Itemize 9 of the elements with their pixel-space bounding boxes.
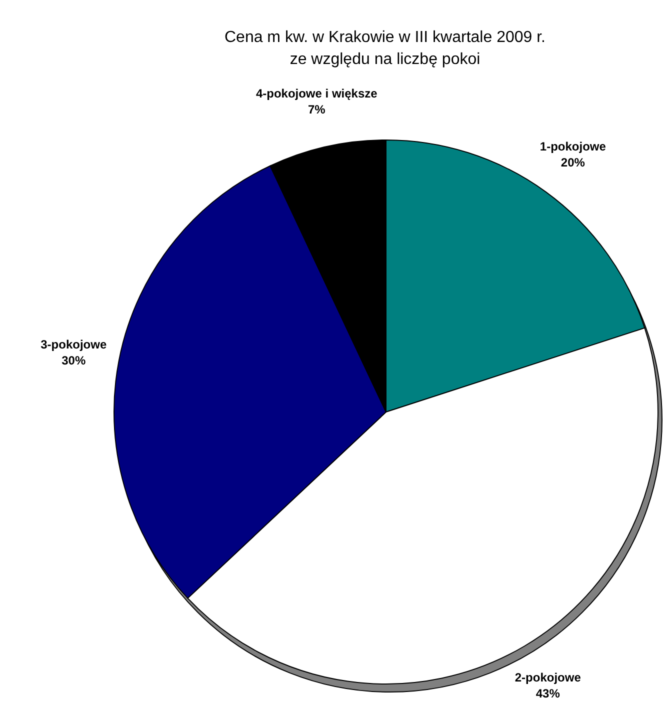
slice-label: 4-pokojowe i większe <box>256 86 378 101</box>
data-label: 30% <box>62 353 86 368</box>
slice-label: 3-pokojowe <box>40 337 107 352</box>
data-label: 7% <box>308 102 326 117</box>
slice-label: 2-pokojowe <box>514 670 582 685</box>
data-label: 43% <box>536 686 560 701</box>
chart-title: Cena m kw. w Krakowie w III kwartale 2009 r. ze względu na liczbę pokoi <box>224 29 546 68</box>
data-label: 20% <box>560 156 586 170</box>
slice-label: 1-pokojowe <box>540 140 606 154</box>
